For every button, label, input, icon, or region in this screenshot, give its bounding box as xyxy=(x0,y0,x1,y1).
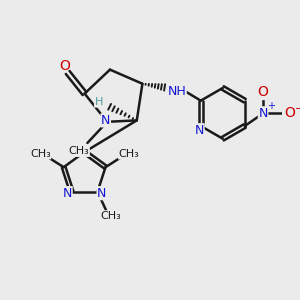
Text: N: N xyxy=(63,187,72,200)
Text: O: O xyxy=(59,59,70,73)
Text: H: H xyxy=(94,97,103,107)
Text: O: O xyxy=(284,106,295,120)
Text: CH₃: CH₃ xyxy=(118,149,139,159)
Text: CH₃: CH₃ xyxy=(69,146,89,156)
Text: CH₃: CH₃ xyxy=(101,211,122,221)
Text: N: N xyxy=(101,114,110,127)
Text: O: O xyxy=(258,85,268,100)
Text: N: N xyxy=(97,187,106,200)
Text: NH: NH xyxy=(167,85,186,98)
Text: N: N xyxy=(195,124,204,137)
Text: −: − xyxy=(295,104,300,114)
Text: CH₃: CH₃ xyxy=(30,149,51,159)
Text: N: N xyxy=(258,107,268,120)
Text: +: + xyxy=(267,101,275,111)
